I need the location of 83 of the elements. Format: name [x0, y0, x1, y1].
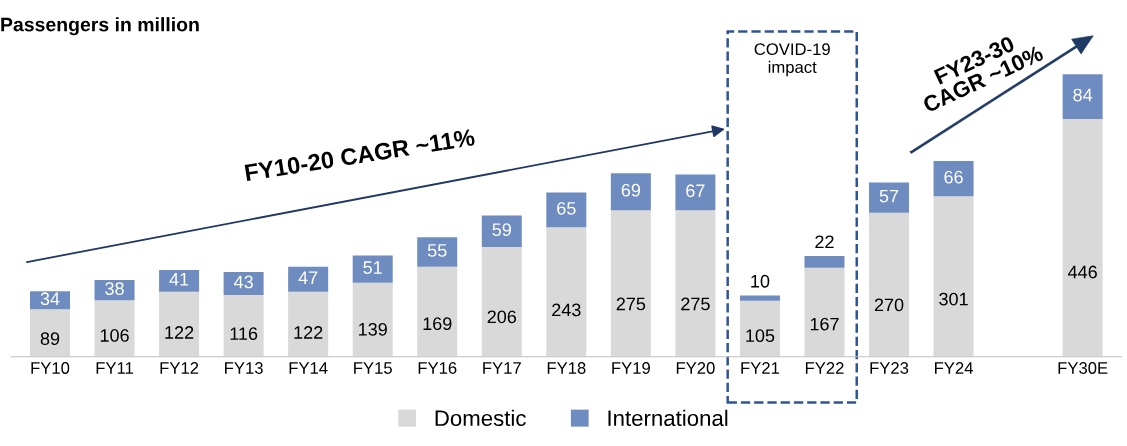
data-label: 106	[100, 329, 129, 342]
bar	[481, 246, 522, 357]
data-label: 43	[233, 275, 253, 289]
data-label: 59	[492, 223, 511, 237]
x-tick-label: FY14	[289, 362, 328, 374]
bar	[869, 182, 910, 213]
bar	[352, 282, 393, 357]
legend-label: International	[608, 409, 728, 427]
data-label: 65	[557, 201, 576, 215]
x-tick-label: FY22	[805, 362, 844, 374]
bar	[223, 294, 264, 357]
bar	[610, 173, 651, 211]
data-label: 446	[1067, 265, 1097, 279]
bar	[1062, 74, 1103, 119]
bar	[804, 256, 845, 268]
data-label: 38	[105, 282, 124, 295]
bar	[223, 272, 264, 295]
x-tick-label: FY30E	[1058, 362, 1108, 374]
bar	[739, 300, 780, 357]
data-label: 10	[751, 274, 770, 288]
bar	[546, 227, 587, 357]
x-tick-label: FY20	[676, 362, 715, 374]
bar	[481, 215, 522, 247]
data-label: 122	[165, 326, 194, 339]
bar	[869, 212, 910, 357]
bar	[288, 266, 329, 292]
data-label: 22	[815, 235, 834, 249]
data-label: 69	[621, 183, 641, 197]
chart-title: Passengers in million	[1, 17, 199, 36]
bar	[933, 161, 974, 197]
bar	[159, 269, 200, 292]
x-tick-label: FY10	[31, 362, 70, 374]
data-label: 116	[230, 327, 258, 340]
data-label: 275	[681, 297, 710, 311]
data-label: 57	[879, 189, 899, 203]
data-label: 270	[874, 298, 904, 312]
bar	[352, 255, 393, 283]
data-label: 243	[552, 303, 581, 317]
data-label: 51	[363, 261, 382, 274]
x-tick-label: FY12	[160, 362, 199, 374]
data-label: 139	[359, 322, 387, 336]
x-tick-label: FY15	[354, 362, 392, 374]
annotation: COVID-19 impact	[754, 43, 830, 77]
bar	[29, 309, 70, 357]
x-tick-label: FY17	[483, 362, 521, 374]
data-label: 67	[686, 184, 705, 198]
x-tick-label: FY24	[935, 362, 973, 374]
data-label: 169	[423, 317, 452, 331]
data-label: 301	[939, 292, 968, 306]
bar	[417, 237, 458, 267]
data-label: 47	[298, 271, 318, 284]
bar	[804, 267, 845, 357]
bar	[288, 291, 329, 357]
bar	[546, 192, 587, 228]
x-tick-label: FY16	[418, 362, 457, 374]
bar	[610, 210, 651, 357]
bar	[675, 174, 716, 211]
x-tick-label: FY13	[225, 362, 263, 374]
data-label: 34	[40, 292, 60, 306]
x-tick-label: FY21	[741, 362, 780, 374]
data-label: 84	[1073, 88, 1093, 102]
data-label: 55	[427, 244, 447, 257]
bar	[1062, 118, 1103, 357]
data-label: 206	[487, 310, 517, 324]
bar	[159, 291, 200, 357]
data-label: 89	[40, 332, 60, 346]
bar	[739, 295, 780, 301]
data-label: 167	[810, 317, 839, 331]
legend-label: Domestic	[435, 409, 526, 427]
data-label: 122	[294, 326, 323, 339]
annotation: FY10-20 CAGR ~11%	[244, 128, 476, 182]
data-label: 275	[616, 297, 646, 311]
data-label: 105	[746, 329, 775, 343]
bar	[94, 300, 135, 357]
x-tick-label: FY11	[96, 362, 134, 374]
bar	[675, 210, 716, 357]
bar	[933, 196, 974, 357]
data-label: 41	[169, 273, 189, 286]
data-label: 66	[944, 170, 963, 184]
x-tick-label: FY19	[612, 362, 650, 374]
x-tick-label: FY18	[547, 362, 586, 374]
x-tick-label: FY23	[870, 362, 909, 374]
bar	[417, 266, 458, 357]
